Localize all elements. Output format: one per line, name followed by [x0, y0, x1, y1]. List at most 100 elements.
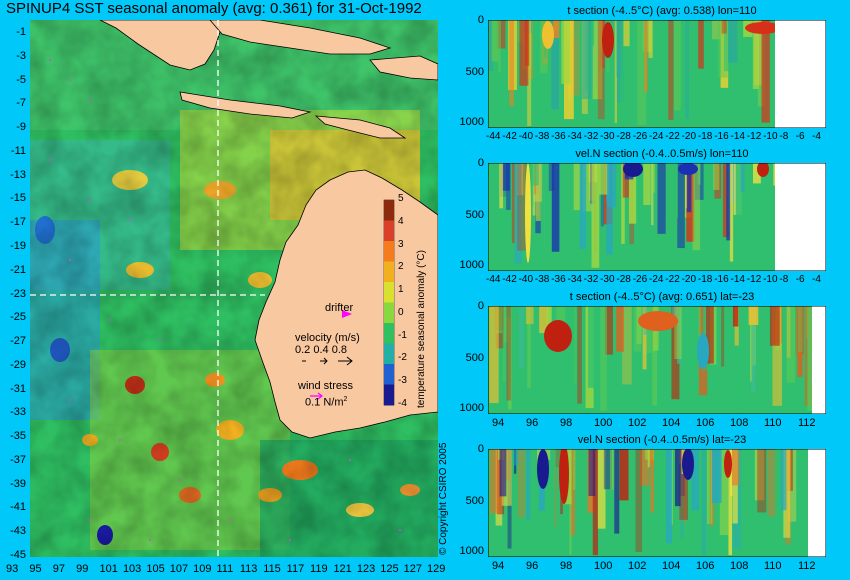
- map-lat-label: -7: [16, 97, 26, 110]
- section-streak: [539, 306, 549, 334]
- section-streak: [621, 163, 625, 244]
- section-axis-tick: 98: [560, 560, 573, 572]
- section-axis-tick: -12: [746, 274, 762, 285]
- section-streak: [707, 449, 713, 525]
- section-axis-tick: 102: [628, 417, 647, 429]
- map-lat-label: -43: [10, 525, 26, 538]
- map-lat-label: -31: [10, 382, 26, 395]
- section-axis-tick: -36: [551, 131, 566, 142]
- section-streak: [652, 20, 656, 65]
- section-plot: [488, 306, 826, 414]
- section-plot: [488, 20, 826, 128]
- section-streak: [675, 449, 681, 507]
- colorbar-segment: [384, 384, 394, 406]
- section-streak: [606, 163, 613, 255]
- section-streak: [721, 20, 727, 34]
- section-streak: [671, 306, 680, 400]
- section-streak: [708, 449, 712, 550]
- section-streak: [686, 306, 693, 368]
- colorbar-segment: [384, 302, 394, 324]
- section-streak: [637, 20, 647, 125]
- section-streak: [724, 20, 731, 72]
- section-axis-tick: -24: [649, 274, 664, 285]
- section-feature: [757, 163, 769, 177]
- wind-stress-value: 0.1 N/m2: [305, 396, 348, 409]
- section-feature: [623, 163, 643, 177]
- map-lon-label: 119: [310, 563, 328, 575]
- section-axis-tick: -36: [551, 274, 566, 285]
- section-streak: [597, 20, 605, 120]
- section-feature: [745, 22, 781, 34]
- wind-stress-label: wind stress: [298, 380, 354, 392]
- section-streak: [674, 163, 678, 218]
- section-streak: [501, 163, 510, 191]
- section-streak: [579, 163, 587, 249]
- section-streak: [529, 163, 534, 208]
- section-streak: [644, 20, 648, 92]
- section-streak: [651, 163, 656, 193]
- section-axis-tick: -4: [812, 274, 821, 285]
- section-streak: [677, 306, 681, 364]
- section-streak: [598, 163, 609, 195]
- colorbar-tick-label: 2: [398, 261, 404, 273]
- colorbar-tick-label: -2: [398, 352, 407, 364]
- colorbar-segments: [384, 200, 394, 406]
- section-streak: [576, 20, 580, 112]
- section-axis-tick: -10: [763, 131, 778, 142]
- section-panel-title: vel.N section (-0.4..0.5m/s) lat=-23: [577, 434, 747, 446]
- section-streak: [606, 163, 617, 208]
- section-streak: [525, 306, 534, 325]
- section-streak: [488, 20, 494, 71]
- map-lat-label: -17: [10, 216, 26, 229]
- map-lon-label: 101: [99, 563, 118, 575]
- map-lat-label: -19: [10, 239, 26, 252]
- section-streak: [735, 163, 744, 217]
- section-axis-tick: 104: [662, 560, 681, 572]
- section-streak: [532, 163, 539, 186]
- section-axis-tick: -30: [600, 274, 615, 285]
- section-axis-tick: -28: [616, 131, 631, 142]
- section-streak: [604, 20, 611, 114]
- map-lat-label: -35: [10, 430, 26, 443]
- section-streak: [514, 163, 522, 264]
- section-panel-title: t section (-4..5°C) (avg: 0.538) lon=110: [567, 5, 757, 17]
- section-depth-tick: 1000: [459, 402, 484, 414]
- section-streak: [622, 163, 630, 198]
- colorbar-segment: [384, 241, 394, 262]
- section-axis-tick: -18: [697, 274, 713, 285]
- colorbar-segment: [384, 364, 394, 385]
- section-streak: [711, 449, 722, 504]
- section-streak: [614, 449, 620, 534]
- section-axis-tick: -6: [795, 274, 805, 285]
- section-streak: [674, 306, 682, 360]
- section-streak: [570, 20, 580, 96]
- section-streak: [757, 20, 765, 107]
- colorbar-tick-label: 4: [398, 215, 404, 227]
- section-axis-tick: 104: [662, 417, 681, 429]
- section-streak: [786, 306, 796, 383]
- section-streak: [698, 306, 701, 358]
- map-lon-label: 125: [380, 563, 399, 575]
- section-streak: [772, 306, 782, 406]
- section-streak: [797, 306, 803, 377]
- section-axis-tick: 100: [594, 417, 613, 429]
- colorbar-tick-label: 3: [398, 238, 404, 250]
- map-lon-label: 117: [286, 563, 305, 575]
- colorbar-tick-label: 5: [398, 193, 404, 204]
- map-lon-label: 95: [29, 563, 42, 575]
- section-streak: [732, 449, 738, 524]
- section-axis-tick: -42: [502, 131, 517, 142]
- section-streak: [517, 163, 527, 251]
- section-streak: [499, 163, 504, 209]
- section-axis-tick: 108: [730, 417, 749, 429]
- section-axis-tick: -16: [714, 131, 729, 142]
- section-axis-tick: -26: [632, 274, 648, 285]
- map-lon-label: 107: [169, 563, 189, 575]
- section-streak: [657, 163, 666, 234]
- section-streak: [548, 163, 555, 192]
- section-axis-tick: 112: [798, 560, 816, 572]
- section-streak: [633, 306, 642, 352]
- section-streak: [535, 163, 541, 221]
- section-streak: [760, 163, 766, 222]
- section-streak: [527, 306, 531, 389]
